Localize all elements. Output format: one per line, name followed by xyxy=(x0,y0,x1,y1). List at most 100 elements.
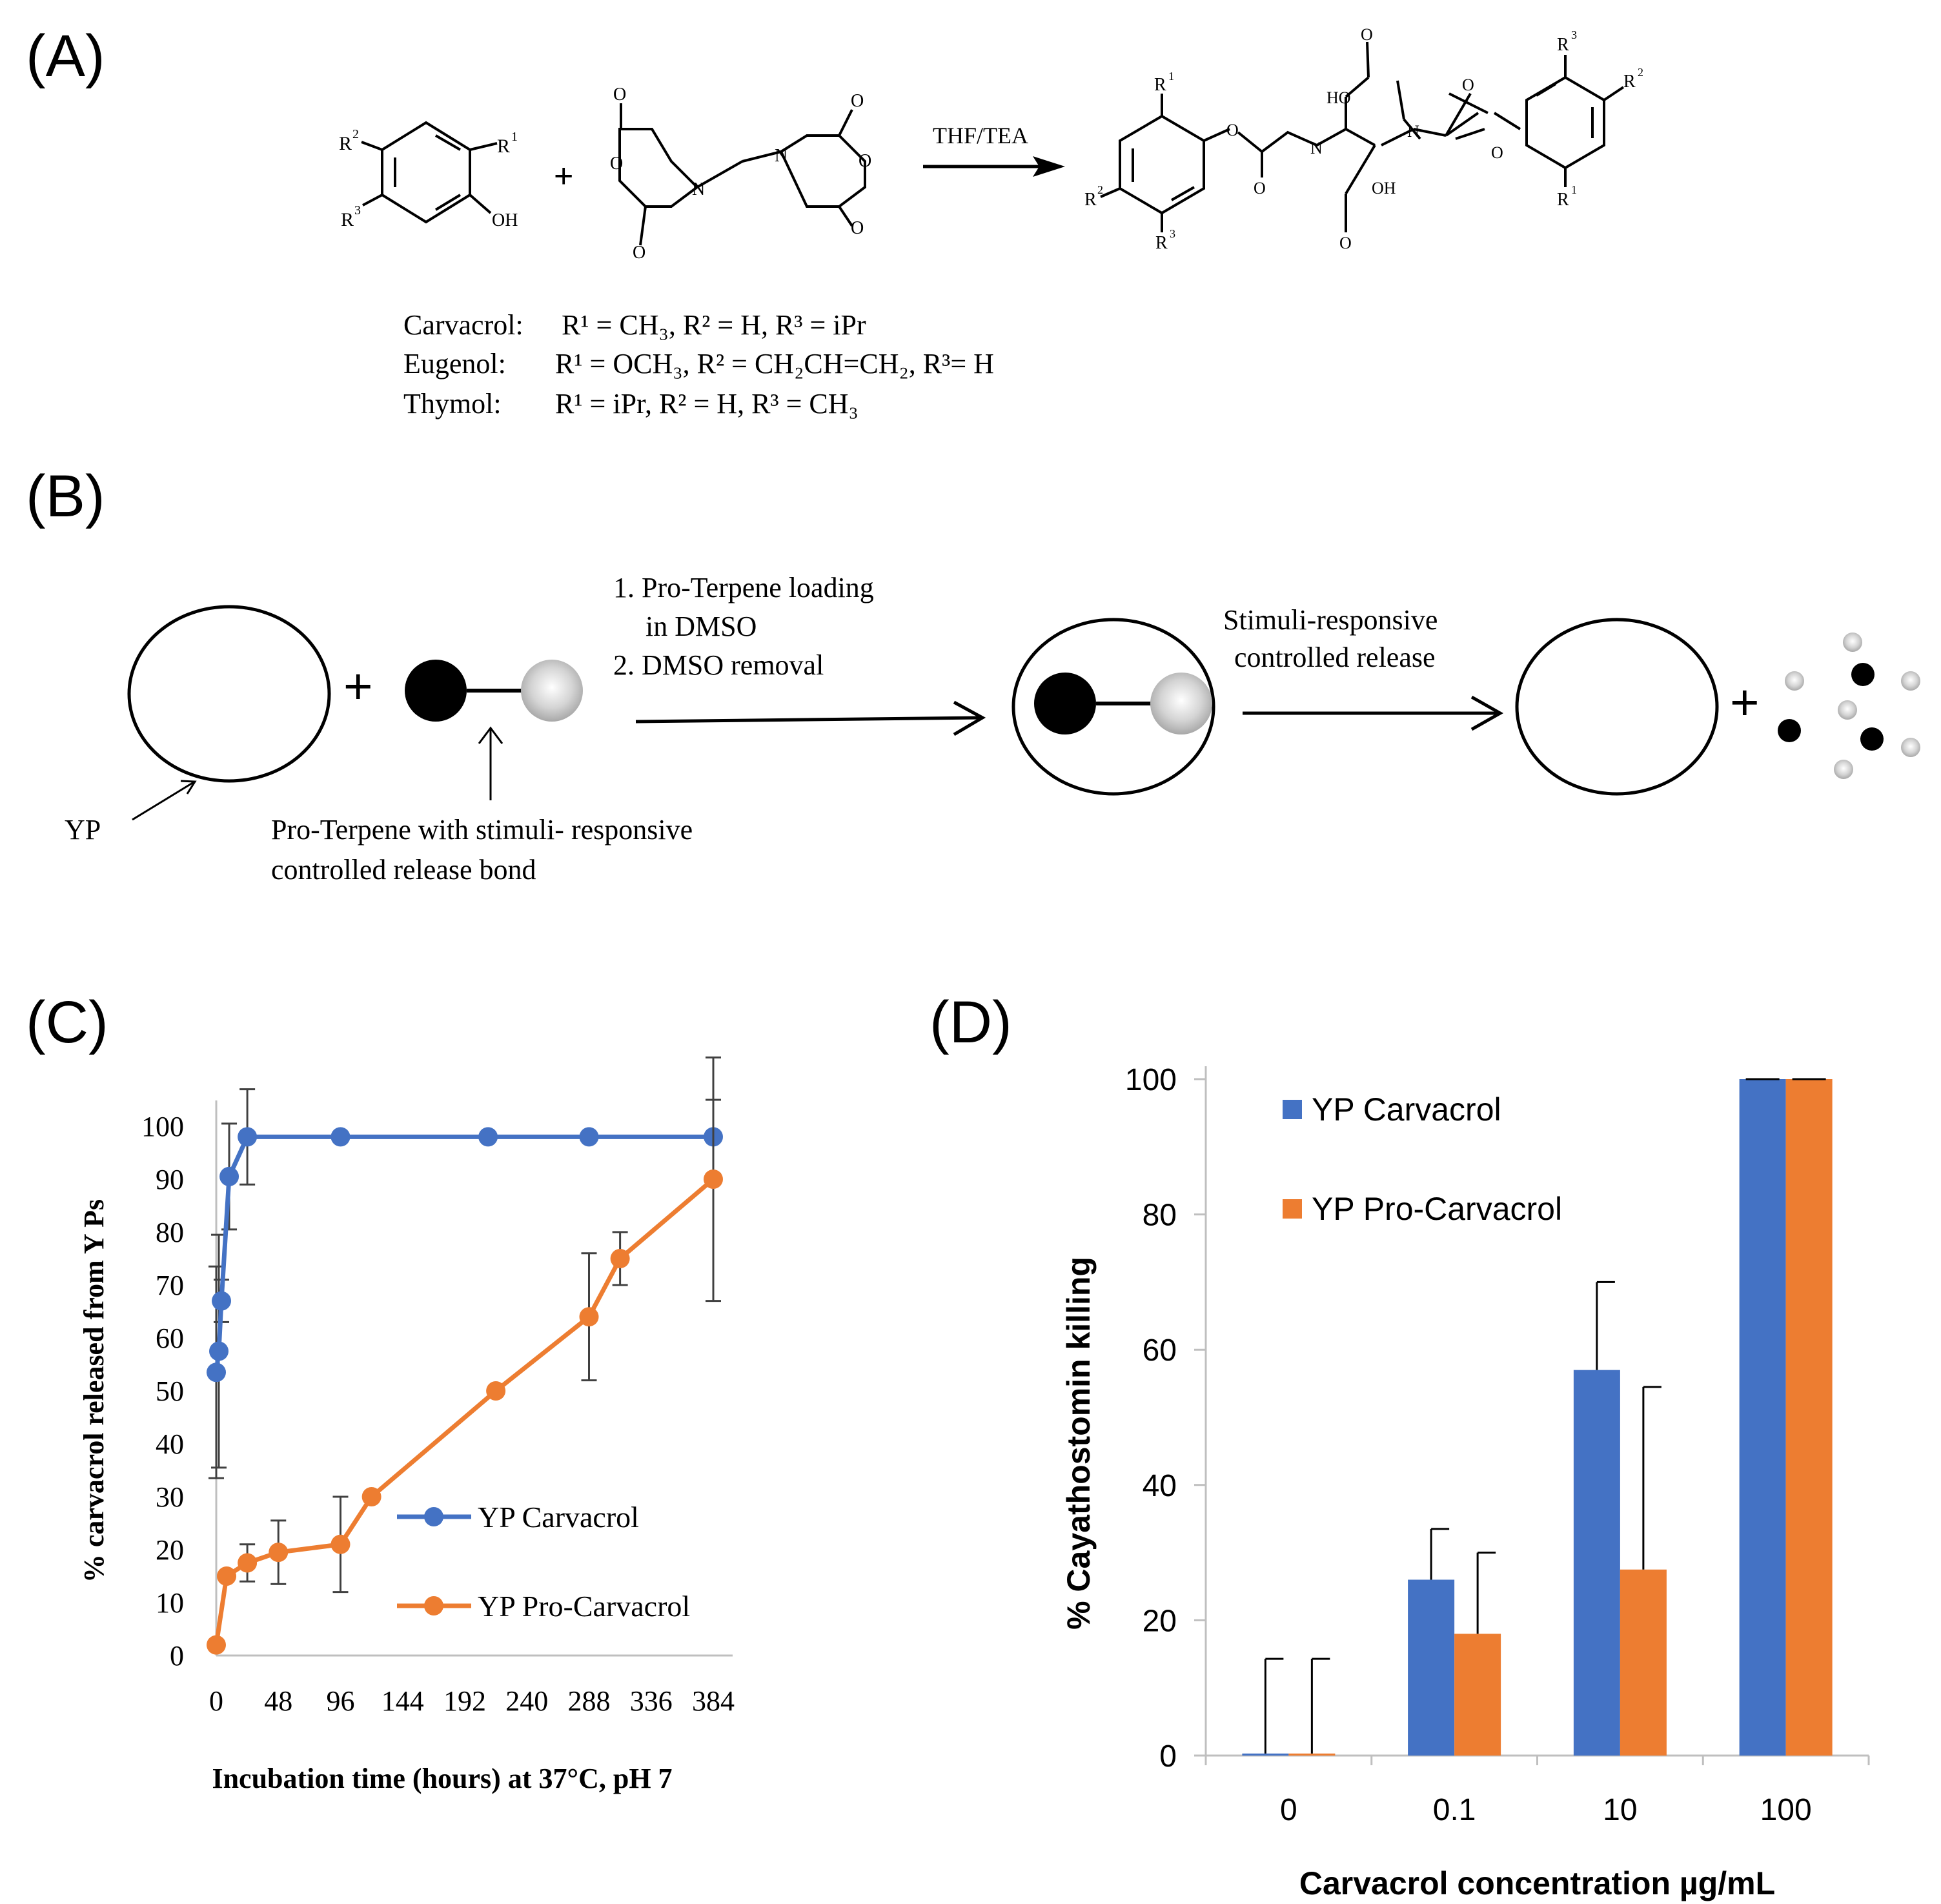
c-y-tick-label: 40 xyxy=(156,1428,184,1460)
loading-step-2: 2. DMSO removal xyxy=(613,649,824,681)
c-y-tick-label: 10 xyxy=(156,1587,184,1619)
d-legend-label: YP Pro-Carvacrol xyxy=(1312,1191,1562,1227)
release-arrow xyxy=(1243,695,1504,731)
product-o6: O xyxy=(1491,143,1503,162)
edta-o5: O xyxy=(859,151,871,171)
d-x-tick-label: 0 xyxy=(1280,1793,1297,1827)
c-data-point xyxy=(207,1362,226,1382)
reactant-phenol xyxy=(361,121,498,224)
substituent-def-eugenol: R¹ = OCH₃, R² = CH₂CH=CH₂, R³= H xyxy=(555,348,994,380)
c-y-tick-label: 20 xyxy=(156,1534,184,1566)
c-data-point xyxy=(361,1487,381,1506)
d-bar-yp-pro-carvacrol xyxy=(1454,1634,1501,1756)
d-x-tick-label: 10 xyxy=(1603,1793,1637,1827)
c-y-axis-title: % carvacrol released from Y Ps xyxy=(78,1199,110,1583)
d-legend-swatch xyxy=(1283,1100,1302,1119)
panel-c-label: (C) xyxy=(26,989,108,1055)
substituent-name-thymol: Thymol: xyxy=(403,388,502,420)
c-data-point xyxy=(330,1127,351,1147)
d-x-axis-title: Carvacrol concentration µg/mL xyxy=(1299,1865,1775,1901)
d-legend-label: YP Carvacrol xyxy=(1312,1091,1501,1128)
reaction-arrow xyxy=(923,156,1065,177)
c-data-point xyxy=(217,1566,237,1586)
product-o4: O xyxy=(1339,234,1352,252)
c-data-point xyxy=(704,1170,723,1189)
product-r2-right-sup: 2 xyxy=(1638,66,1643,79)
d-legend-swatch xyxy=(1283,1199,1302,1219)
c-data-point xyxy=(330,1534,351,1554)
product-r2-left: R xyxy=(1084,190,1097,210)
edta-n1: N xyxy=(692,179,705,199)
c-x-axis-title: Incubation time (hours) at 37°C, pH 7 xyxy=(212,1763,672,1794)
c-data-point xyxy=(478,1127,498,1147)
c-data-point xyxy=(269,1543,289,1563)
c-data-point xyxy=(238,1553,258,1573)
d-bar-yp-carvacrol xyxy=(1242,1753,1289,1756)
d-bar-yp-pro-carvacrol xyxy=(1288,1753,1336,1756)
c-y-tick-label: 0 xyxy=(170,1640,184,1672)
product-r1-left-sup: 1 xyxy=(1168,70,1174,83)
d-y-axis-title: % Cayathostomin killing xyxy=(1061,1257,1097,1630)
pro-terpene-molecule xyxy=(405,660,583,722)
c-y-tick-label: 80 xyxy=(156,1217,184,1248)
edta-o2: O xyxy=(610,154,623,174)
panel-a-label: (A) xyxy=(26,23,105,89)
pro-terpene-label-line1: Pro-Terpene with stimuli- responsive xyxy=(271,814,693,846)
reagent-label: THF/TEA xyxy=(933,123,1028,148)
product-r2-right: R xyxy=(1623,72,1636,92)
phenol-r3: R xyxy=(341,209,354,230)
substituent-def-carvacrol: R¹ = CH₃, R² = H, R³ = iPr xyxy=(562,309,866,341)
loading-step-1: 1. Pro-Terpene loading xyxy=(613,572,874,603)
product-r2-left-sup: 2 xyxy=(1097,183,1103,196)
loaded-pro-terpene xyxy=(1034,673,1212,734)
c-y-tick-label: 100 xyxy=(141,1111,184,1142)
d-y-tick-label: 20 xyxy=(1143,1604,1177,1638)
c-data-point xyxy=(219,1166,239,1186)
d-bar-yp-carvacrol xyxy=(1573,1370,1620,1756)
product-r3-left: R xyxy=(1155,233,1168,253)
d-x-tick-label: 0.1 xyxy=(1433,1793,1476,1827)
product-o5: O xyxy=(1462,76,1474,94)
product-r1-left: R xyxy=(1154,75,1166,95)
d-y-tick-label: 40 xyxy=(1143,1469,1177,1503)
product-r3-left-sup: 3 xyxy=(1170,227,1175,240)
phenol-r2-sup: 2 xyxy=(352,127,359,141)
d-bar-yp-carvacrol xyxy=(1408,1579,1455,1756)
yeast-particle-released xyxy=(1515,618,1719,796)
c-y-tick-label: 90 xyxy=(156,1164,184,1195)
edta-o4: O xyxy=(851,91,864,111)
product-r1-right: R xyxy=(1557,190,1569,210)
c-x-tick-label: 96 xyxy=(327,1685,355,1717)
released-fragments xyxy=(1778,633,1920,779)
c-data-point xyxy=(610,1249,630,1268)
product-r1-right-sup: 1 xyxy=(1571,183,1577,196)
panel-b-label: (B) xyxy=(26,463,105,529)
edta-n2: N xyxy=(775,146,788,166)
d-y-tick-label: 80 xyxy=(1143,1199,1177,1233)
c-series-line-yp-carvacrol xyxy=(214,1134,713,1373)
release-line-chart: 0 10 20 30 40 50 60 70 80 90 100 0 48 96 144 192 240 288 3… xyxy=(78,1056,735,1794)
killing-bar-chart: 0 20 40 60 80 100 0 0.1 10 100 Carvacrol concentra… xyxy=(1061,1063,1870,1901)
plus-sign-2: + xyxy=(1730,674,1760,731)
product-r3-right-sup: 3 xyxy=(1571,28,1577,41)
c-x-tick-label: 48 xyxy=(264,1685,292,1717)
edta-o6: O xyxy=(851,218,864,238)
phenol-r3-sup: 3 xyxy=(354,203,361,218)
c-x-tick-label: 336 xyxy=(630,1685,673,1717)
c-data-point xyxy=(579,1127,599,1147)
d-y-tick-label: 60 xyxy=(1143,1333,1177,1368)
product-n1: N xyxy=(1310,139,1323,157)
c-x-tick-label: 288 xyxy=(568,1685,611,1717)
plus-sign-1: + xyxy=(343,658,373,714)
phenol-r2: R xyxy=(339,133,352,154)
substituent-table: Carvacrol: R¹ = CH₃, R² = H, R³ = iPr Eu… xyxy=(403,309,994,420)
c-legend-marker xyxy=(424,1507,443,1526)
release-label-line1: Stimuli-responsive xyxy=(1223,604,1438,636)
product-r3-right: R xyxy=(1557,35,1569,55)
c-data-point xyxy=(579,1307,599,1327)
substituent-name-carvacrol: Carvacrol: xyxy=(403,309,523,341)
product-n2: N xyxy=(1407,122,1419,141)
d-bar-yp-carvacrol xyxy=(1739,1079,1786,1756)
yeast-particle-loaded xyxy=(1011,618,1215,796)
